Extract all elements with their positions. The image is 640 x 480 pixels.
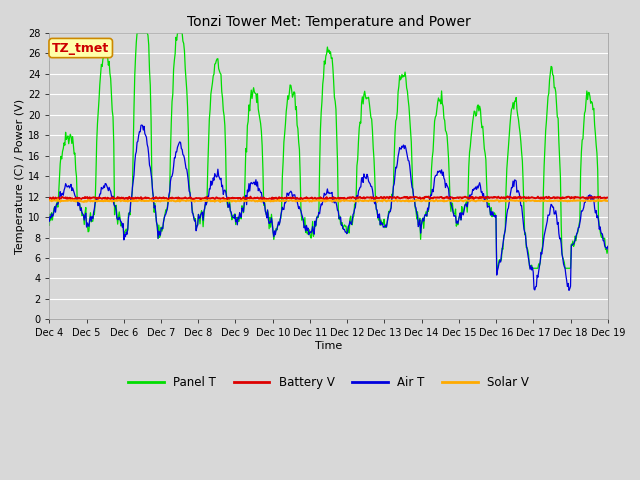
Title: Tonzi Tower Met: Temperature and Power: Tonzi Tower Met: Temperature and Power	[187, 15, 470, 29]
X-axis label: Time: Time	[315, 341, 342, 351]
Text: TZ_tmet: TZ_tmet	[52, 42, 109, 55]
Legend: Panel T, Battery V, Air T, Solar V: Panel T, Battery V, Air T, Solar V	[124, 371, 534, 394]
Y-axis label: Temperature (C) / Power (V): Temperature (C) / Power (V)	[15, 98, 25, 254]
